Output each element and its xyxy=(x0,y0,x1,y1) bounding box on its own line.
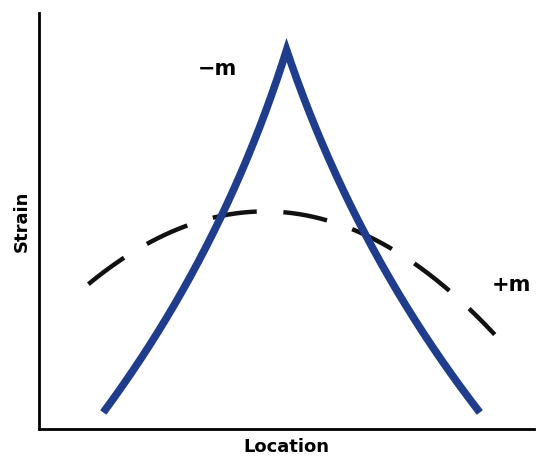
Text: +m: +m xyxy=(492,275,532,295)
Text: −m: −m xyxy=(198,59,237,79)
X-axis label: Location: Location xyxy=(244,438,329,455)
Y-axis label: Strain: Strain xyxy=(13,190,30,251)
